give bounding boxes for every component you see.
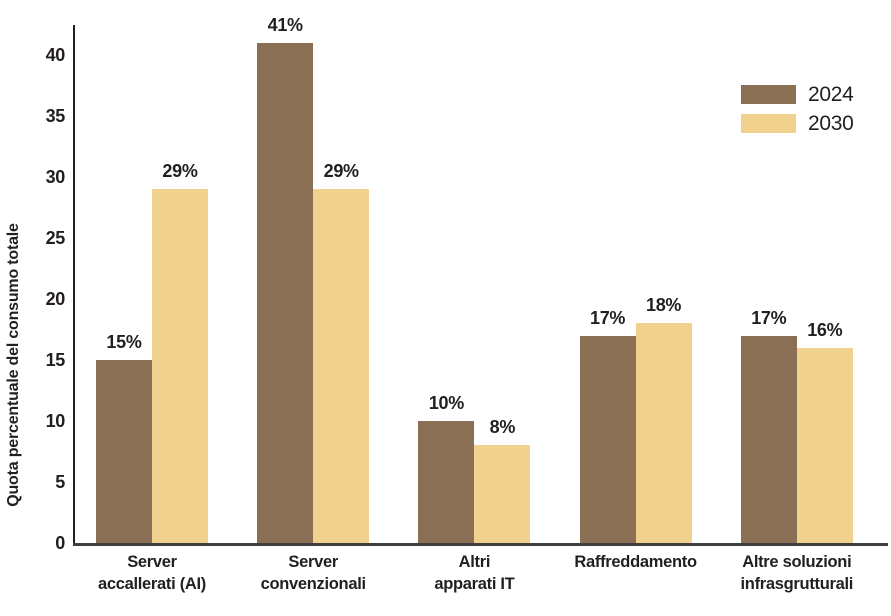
bar-2024 — [579, 335, 636, 543]
bar-2024 — [96, 360, 152, 543]
x-category-label-line: Altri — [458, 553, 491, 571]
x-axis-line — [73, 543, 888, 546]
bar-value-label: 17% — [590, 307, 626, 328]
bar-2030 — [796, 347, 853, 543]
x-category-label-line: Server — [127, 553, 177, 571]
bar-2030 — [313, 189, 370, 543]
legend-swatch-2030 — [741, 114, 796, 133]
bar-value-label: 17% — [751, 307, 787, 328]
bar-value-label: 16% — [807, 319, 843, 340]
x-category-label-line: accallerati (AI) — [97, 575, 206, 593]
x-category-label-line: apparati IT — [434, 575, 515, 593]
legend-label: 2030 — [808, 112, 854, 135]
x-category-label-line: Raffreddamento — [574, 553, 697, 571]
y-tick-label: 25 — [45, 228, 66, 248]
x-category-label-line: infrasgrutturali — [740, 575, 854, 593]
bar-value-label: 10% — [428, 393, 464, 413]
x-category-label-line: Server — [288, 553, 338, 571]
bar-2030 — [635, 323, 692, 543]
bar-2030 — [152, 189, 208, 543]
x-category-label: Altri apparati IT — [393, 551, 555, 595]
y-tick-label: 30 — [45, 167, 66, 187]
bar-value-label: 41% — [267, 14, 303, 35]
y-tick-label: 40 — [45, 45, 66, 65]
bar-value-label: 29% — [323, 161, 359, 182]
y-tick-label: 10 — [45, 411, 66, 431]
x-category-label-line: convenzionali — [260, 575, 367, 593]
y-tick-label: 35 — [45, 106, 66, 126]
y-tick-label: 20 — [45, 289, 66, 309]
bar-value-label: 18% — [646, 295, 682, 316]
x-category-label: Raffreddamento — [555, 551, 717, 573]
legend-item: 2024 — [741, 83, 854, 106]
bar-value-label: 29% — [162, 161, 198, 182]
y-tick-label: 15 — [45, 350, 66, 370]
bar-value-label: 15% — [106, 332, 142, 352]
legend-item: 2030 — [741, 112, 854, 135]
legend: 2024 2030 — [741, 83, 854, 143]
x-category-label-line: Altre soluzioni — [742, 553, 852, 571]
bar-value-label: 8% — [489, 417, 516, 438]
y-axis-line — [73, 25, 75, 543]
x-category-label: Server accallerati (AI) — [71, 551, 233, 595]
bar-2030 — [474, 445, 531, 543]
y-tick-label: 0 — [55, 533, 65, 553]
x-category-label: Server convenzionali — [232, 551, 394, 595]
legend-swatch-2024 — [741, 85, 796, 104]
legend-label: 2024 — [808, 83, 854, 106]
bar-2024 — [257, 42, 314, 543]
bar-2024 — [740, 335, 797, 543]
bar-2024 — [418, 421, 475, 543]
y-tick-label: 5 — [55, 472, 65, 492]
x-category-label: Altre soluzioni infrasgrutturali — [716, 551, 878, 595]
